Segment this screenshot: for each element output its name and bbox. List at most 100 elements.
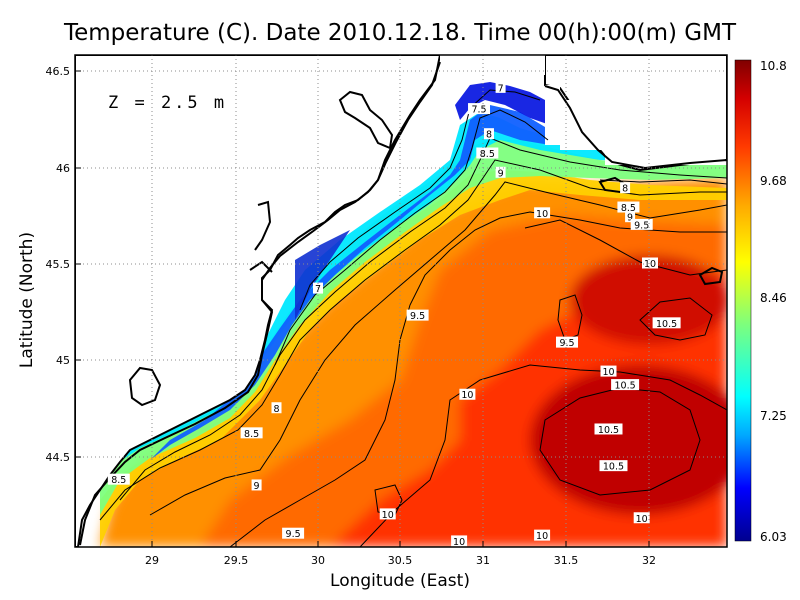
contour-7 — [299, 89, 541, 311]
x-tick-label: 29 — [145, 554, 159, 567]
colorbar-tick-label: 10.8 — [760, 59, 787, 73]
tick-marks — [75, 70, 650, 547]
contour-9-5 — [229, 211, 727, 547]
contour-label-bg — [476, 147, 499, 159]
contour-label-text: 9.5 — [634, 220, 649, 231]
contour-label: 10 — [451, 535, 468, 548]
contour-label: 10 — [534, 529, 551, 542]
x-axis-label: Longitude (East) — [330, 571, 470, 591]
contour-label-bg — [406, 309, 429, 321]
contour-label-bg — [313, 282, 323, 294]
band-deep-blue — [455, 82, 550, 125]
contour-label-text: 10.5 — [598, 425, 619, 436]
contour-label-bg — [451, 535, 468, 547]
y-tick-labels: 44.5 45 45.5 46 46.5 — [46, 65, 71, 464]
island-crimea — [698, 266, 724, 286]
contour-label-text: 10 — [602, 367, 614, 378]
contour-label-bg — [611, 379, 640, 391]
contour-label-bg — [620, 182, 631, 194]
coastline — [79, 61, 727, 546]
contour-label: 8 — [271, 402, 282, 415]
contour-9 — [149, 181, 727, 516]
contour-label-text: 10 — [453, 537, 465, 548]
contour-8-east — [599, 179, 727, 185]
contour-label: 9.5 — [630, 218, 653, 231]
contour-label: 9 — [251, 479, 262, 492]
contour-label: 10 — [633, 512, 650, 525]
contour-label-bg — [107, 473, 130, 485]
contour-label: 10 — [642, 257, 658, 270]
contour-label-text: 8.5 — [111, 475, 126, 486]
contour-label-text: 7 — [315, 284, 321, 295]
contour-8 — [119, 137, 727, 501]
cold-shelf-band — [100, 82, 727, 547]
x-tick-label: 32 — [642, 554, 656, 567]
y-tick-label: 45 — [56, 354, 70, 367]
contour-label-text: 9 — [254, 481, 260, 492]
contour-label-text: 10 — [382, 510, 394, 521]
contour-label: 10 — [600, 365, 617, 378]
contour-label: 8 — [620, 182, 631, 195]
map-title: Temperature (C). Date 2010.12.18. Time 0… — [63, 20, 737, 46]
contour-label: 10.5 — [652, 317, 681, 330]
colorbar: 10.8 9.68 8.46 7.25 6.03 — [734, 59, 787, 544]
contour-label-text: 9.5 — [559, 338, 574, 349]
contour-label: 10 — [534, 207, 551, 220]
contour-label-bg — [468, 103, 491, 115]
contour-label-bg — [534, 529, 551, 541]
contour-7-5 — [274, 109, 549, 366]
x-tick-labels: 29 29.5 30 30.5 31 31.5 32 — [145, 554, 656, 567]
contour-label: 9.5 — [556, 336, 578, 349]
contour-label-bg — [600, 365, 617, 377]
contour-label-bg — [652, 317, 681, 329]
contour-label-bg — [495, 166, 506, 178]
contour-label-bg — [251, 479, 262, 491]
depth-label: Z = 2.5 m — [108, 93, 227, 113]
x-tick-label: 31.5 — [554, 554, 579, 567]
contour-label-text: 10 — [461, 390, 473, 401]
contour-label: 8.5 — [617, 201, 640, 214]
contour-label-bg — [379, 508, 396, 520]
colorbar-tick-label: 8.46 — [760, 291, 787, 305]
band-deep-blue-west — [295, 230, 350, 320]
contour-label: 8 — [483, 128, 494, 141]
contour-label-text: 8.5 — [621, 203, 636, 214]
contour-label-text: 8 — [486, 130, 492, 141]
contour-9-5-inner — [557, 294, 583, 341]
temperature-field — [100, 178, 727, 547]
contour-label-text: 10 — [644, 259, 656, 270]
contour-label: 10 — [379, 508, 396, 521]
contour-10-inner — [374, 484, 403, 516]
contour-label-bg — [617, 201, 640, 213]
contour-label-text: 8 — [622, 184, 628, 195]
contour-label-text: 10 — [636, 514, 648, 525]
coastline-northeast — [544, 85, 727, 170]
contour-label: 7 — [495, 81, 506, 94]
plot-frame — [74, 54, 728, 548]
contour-label-bg — [633, 512, 650, 524]
contour-label-text: 9.5 — [286, 529, 301, 540]
colorbar-tick-label: 9.68 — [760, 174, 787, 188]
contour-10-5-ne — [639, 297, 713, 341]
y-tick-label: 45.5 — [46, 258, 71, 271]
contour-label: 7 — [313, 282, 323, 295]
x-tick-label: 31 — [476, 554, 490, 567]
contour-label-bg — [594, 423, 623, 435]
colorbar-tick-label: 7.25 — [760, 409, 787, 423]
contour-label: 9.5 — [406, 309, 429, 322]
contour-labels: 77.588.5988.599.5101079.510.59.51010.510… — [107, 81, 681, 548]
coast-step-edges — [440, 55, 725, 165]
contour-label-bg — [271, 402, 282, 414]
contour-label-bg — [625, 211, 636, 223]
contour-label-text: 9.5 — [410, 311, 425, 322]
contour-label: 10.5 — [611, 379, 640, 392]
contour-label: 10.5 — [594, 423, 623, 436]
contour-label-bg — [556, 336, 578, 348]
contour-label-text: 10 — [536, 209, 548, 220]
contour-label-bg — [459, 388, 476, 400]
contour-label-bg — [483, 128, 494, 140]
y-axis-label: Latitude (North) — [17, 232, 37, 368]
y-tick-label: 46 — [56, 162, 70, 175]
contour-lines — [99, 89, 727, 547]
